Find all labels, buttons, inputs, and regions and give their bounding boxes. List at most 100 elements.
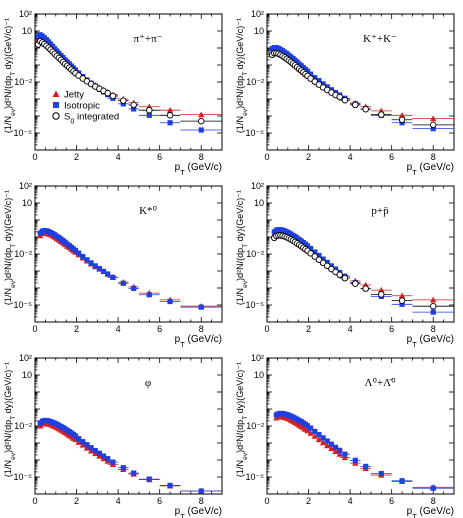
data-point — [336, 93, 343, 101]
x-tick-label: 0 — [32, 496, 37, 506]
data-point — [324, 438, 330, 444]
data-point — [398, 297, 406, 304]
data-point — [84, 257, 90, 263]
y-tick-label: 10⁻⁵ — [246, 472, 265, 482]
data-point — [316, 252, 322, 259]
data-point — [308, 425, 314, 431]
y-axis-label: (1/Nev)d²N/(dpT dy)(GeV/c)⁻¹ — [235, 190, 249, 305]
y-tick-label: 10⁻⁵ — [246, 300, 265, 310]
x-tick-label: 6 — [389, 152, 394, 162]
y-tick-label: 10⁻² — [14, 421, 32, 431]
x-tick-label: 4 — [348, 152, 353, 162]
x-tick-label: 6 — [157, 496, 162, 506]
data-point — [430, 485, 436, 491]
panel-1: 0 2 4 6 8 10⁻⁵ 10⁻² 10 10² pT (GeV/c) (1/Nev)d²N/(… — [3, 9, 223, 177]
x-axis-label: pT (GeV/c) — [175, 162, 222, 177]
data-point — [324, 262, 331, 270]
y-tick-label: 10⁻² — [246, 77, 264, 87]
data-point — [311, 253, 319, 260]
data-point — [312, 428, 318, 435]
y-tick-label: 10⁻² — [246, 249, 264, 259]
x-tick-label: 2 — [74, 152, 79, 162]
x-tick-label: 6 — [389, 324, 394, 334]
x-tick-label: 8 — [199, 324, 204, 334]
y-tick-label: 10⁻² — [14, 249, 32, 259]
y-tick-label: 10⁻⁵ — [14, 128, 33, 138]
x-tick-label: 4 — [116, 152, 121, 162]
data-point — [120, 97, 127, 104]
data-point — [320, 81, 326, 87]
legend-label: Jetty — [64, 90, 84, 101]
x-tick-label: 2 — [74, 496, 79, 506]
data-point — [96, 265, 103, 272]
x-tick-label: 0 — [264, 324, 269, 334]
y-tick-label: 10² — [19, 181, 32, 191]
y-tick-label: 10 — [254, 26, 264, 36]
data-point — [96, 450, 103, 456]
data-point — [430, 296, 437, 303]
y-axis-label: (1/Nev)d²N/(dpT dy)(GeV/c)⁻¹ — [3, 18, 17, 133]
particle-label: Λ⁰+Λ̄⁰ — [365, 377, 397, 389]
data-point — [131, 470, 137, 476]
data-point — [362, 105, 369, 113]
data-point — [146, 112, 152, 118]
data-point — [76, 250, 82, 256]
data-point — [399, 301, 405, 307]
x-tick-label: 6 — [157, 152, 162, 162]
x-tick-label: 4 — [116, 496, 121, 506]
data-point — [399, 478, 405, 484]
y-tick-label: 10 — [254, 198, 264, 208]
x-tick-label: 8 — [199, 152, 204, 162]
data-point — [378, 111, 385, 118]
data-point — [312, 75, 318, 81]
series-jetty — [273, 413, 454, 490]
data-point — [131, 106, 137, 112]
x-axis-label: pT (GeV/c) — [175, 334, 222, 349]
x-tick-label: 2 — [306, 152, 311, 162]
legend-marker-jetty — [52, 90, 60, 97]
particle-label: K⁺+K⁻ — [363, 33, 397, 45]
data-point — [198, 488, 204, 494]
data-point — [378, 291, 385, 298]
data-point — [88, 260, 94, 266]
data-point — [311, 433, 318, 439]
data-point — [167, 482, 173, 489]
data-point — [352, 457, 358, 463]
data-point — [336, 271, 343, 279]
data-point — [430, 126, 436, 132]
data-point — [319, 439, 327, 446]
data-point — [352, 101, 359, 109]
y-axis-label: (1/Nev)d²N/(dpT dy)(GeV/c)⁻¹ — [3, 190, 17, 305]
series-isotropic — [37, 417, 222, 494]
data-point — [429, 302, 437, 310]
data-point — [320, 256, 326, 262]
data-point — [430, 115, 437, 122]
data-point — [342, 451, 348, 457]
series-isotropic — [273, 410, 454, 491]
data-point — [76, 436, 82, 442]
data-point — [120, 465, 126, 471]
x-tick-label: 8 — [431, 496, 436, 506]
data-point — [315, 256, 323, 263]
x-tick-label: 8 — [431, 152, 436, 162]
particle-label: π⁺+π⁻ — [134, 33, 163, 45]
x-tick-label: 0 — [32, 152, 37, 162]
data-point — [324, 259, 330, 266]
plot-frame — [266, 13, 455, 151]
data-point — [198, 111, 205, 118]
data-point — [378, 470, 384, 477]
x-tick-label: 2 — [306, 496, 311, 506]
data-point — [166, 112, 174, 119]
x-tick-label: 8 — [199, 496, 204, 506]
y-axis-label: (1/Nev)d²N/(dpT dy)(GeV/c)⁻¹ — [3, 362, 17, 477]
data-point — [398, 116, 406, 124]
x-tick-label: 2 — [74, 324, 79, 334]
data-point — [312, 249, 318, 255]
legend-marker-s0 — [52, 112, 60, 120]
x-axis-label: pT (GeV/c) — [175, 506, 222, 518]
x-tick-label: 6 — [389, 496, 394, 506]
data-point — [362, 285, 369, 292]
data-point — [304, 243, 311, 249]
data-point — [167, 298, 173, 305]
